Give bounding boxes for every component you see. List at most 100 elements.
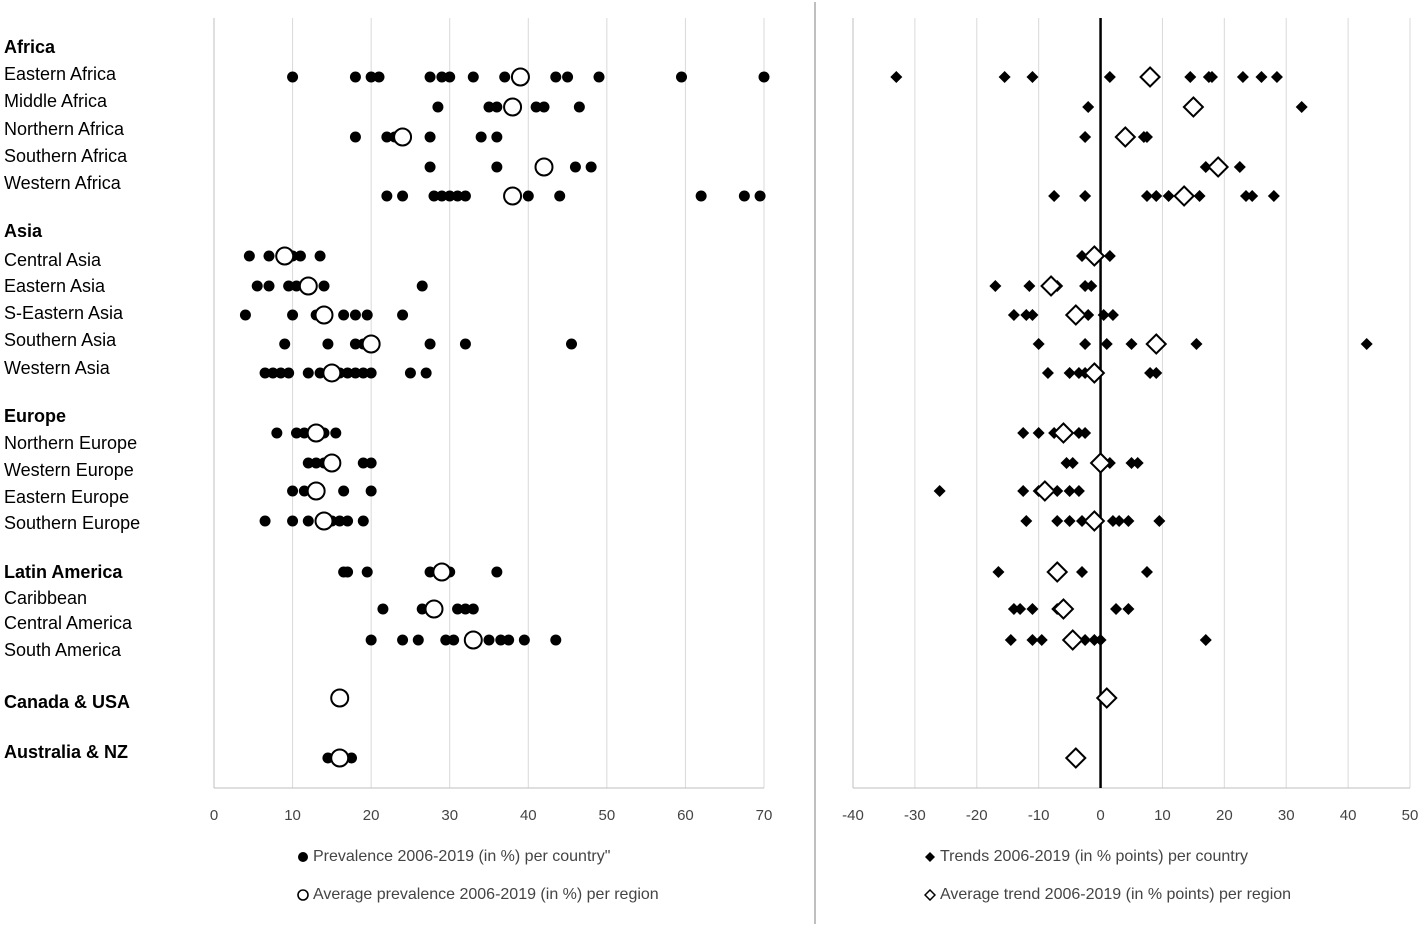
- country-point: [1113, 515, 1126, 527]
- country-point: [444, 190, 456, 202]
- country-point: [758, 71, 770, 83]
- x-tick-label: 30: [441, 807, 458, 824]
- country-point: [287, 485, 299, 497]
- row-label: Southern Africa: [4, 146, 128, 166]
- country-point: [1094, 634, 1107, 646]
- country-point: [1110, 603, 1123, 615]
- country-point: [259, 367, 271, 379]
- country-point: [1184, 71, 1197, 83]
- region-average-point: [306, 481, 326, 501]
- row-label: Eastern Africa: [4, 64, 117, 84]
- country-point: [1103, 250, 1116, 262]
- row-label: Western Asia: [4, 358, 110, 378]
- country-point: [444, 71, 456, 83]
- country-point: [342, 566, 354, 578]
- country-point: [334, 515, 346, 527]
- country-point: [890, 71, 903, 83]
- row-label: Canada & USA: [4, 692, 131, 712]
- row-label: Eastern Europe: [4, 487, 130, 507]
- country-point: [420, 367, 432, 379]
- country-point: [357, 515, 369, 527]
- country-point: [365, 71, 377, 83]
- row-label: South America: [4, 640, 122, 660]
- country-point: [452, 603, 464, 615]
- country-point: [448, 634, 460, 646]
- country-point: [1131, 457, 1144, 469]
- row-label: Middle Africa: [4, 91, 108, 111]
- region-average-point: [1061, 629, 1084, 651]
- country-point: [1193, 190, 1206, 202]
- country-point: [573, 101, 585, 113]
- country-point: [349, 338, 361, 350]
- country-point: [503, 634, 515, 646]
- country-point: [1051, 485, 1064, 497]
- country-point: [1020, 515, 1033, 527]
- country-point: [1026, 309, 1039, 321]
- region-average-point: [503, 97, 523, 117]
- row-label: Central America: [4, 613, 133, 633]
- region-average-point: [314, 511, 334, 531]
- country-point: [1007, 603, 1020, 615]
- country-point: [1088, 634, 1101, 646]
- country-point: [1032, 427, 1045, 439]
- country-point: [499, 71, 511, 83]
- country-point: [491, 161, 503, 173]
- region-average-point: [1033, 480, 1056, 502]
- region-average-point: [1145, 333, 1168, 355]
- country-point: [243, 250, 255, 262]
- country-point: [338, 309, 350, 321]
- country-point: [1122, 515, 1135, 527]
- country-point: [475, 131, 487, 143]
- prevalence-panel: 0 10 20 30 40 50 60 70: [210, 18, 772, 824]
- region-average-point: [510, 67, 530, 87]
- region-average-point: [275, 246, 295, 266]
- country-point: [283, 367, 295, 379]
- country-point: [1066, 457, 1079, 469]
- x-tick-label: -40: [842, 807, 864, 824]
- region-average-point: [424, 599, 444, 619]
- row-label: Northern Africa: [4, 119, 125, 139]
- region-labels: Africa Eastern Africa Middle Africa Norther…: [4, 0, 204, 800]
- country-point: [491, 131, 503, 143]
- country-point: [538, 101, 550, 113]
- country-point: [1060, 457, 1073, 469]
- country-point: [373, 71, 385, 83]
- country-point: [357, 457, 369, 469]
- region-average-point: [1040, 275, 1062, 297]
- country-point: [569, 161, 581, 173]
- country-point: [992, 566, 1005, 578]
- country-point: [1140, 131, 1153, 143]
- country-point: [467, 71, 479, 83]
- country-point: [349, 71, 361, 83]
- country-point: [1007, 309, 1020, 321]
- row-label: Southern Europe: [4, 513, 141, 533]
- region-average-point: [1064, 747, 1087, 769]
- country-point: [424, 71, 436, 83]
- country-point: [1267, 190, 1280, 202]
- x-tick-label: 50: [599, 807, 616, 824]
- country-point: [695, 190, 707, 202]
- x-tick-label: 60: [677, 807, 694, 824]
- country-point: [483, 634, 495, 646]
- country-point: [1079, 634, 1092, 646]
- country-point: [412, 634, 424, 646]
- region-average-point: [1182, 96, 1205, 118]
- country-point: [467, 603, 479, 615]
- country-point: [349, 309, 361, 321]
- country-point: [1162, 190, 1175, 202]
- country-point: [361, 309, 373, 321]
- country-point: [1103, 71, 1116, 83]
- country-point: [1199, 161, 1212, 173]
- country-point: [424, 338, 436, 350]
- country-point: [530, 101, 542, 113]
- country-point: [1063, 485, 1076, 497]
- region-average-point: [322, 453, 342, 473]
- country-point: [452, 190, 464, 202]
- country-point: [404, 367, 416, 379]
- country-point: [1082, 101, 1095, 113]
- country-point: [338, 485, 350, 497]
- legend-prevalence-region: Average prevalence 2006-2019 (in %) per …: [297, 886, 659, 904]
- x-tick-label: -30: [904, 807, 926, 824]
- region-average-point: [393, 127, 413, 147]
